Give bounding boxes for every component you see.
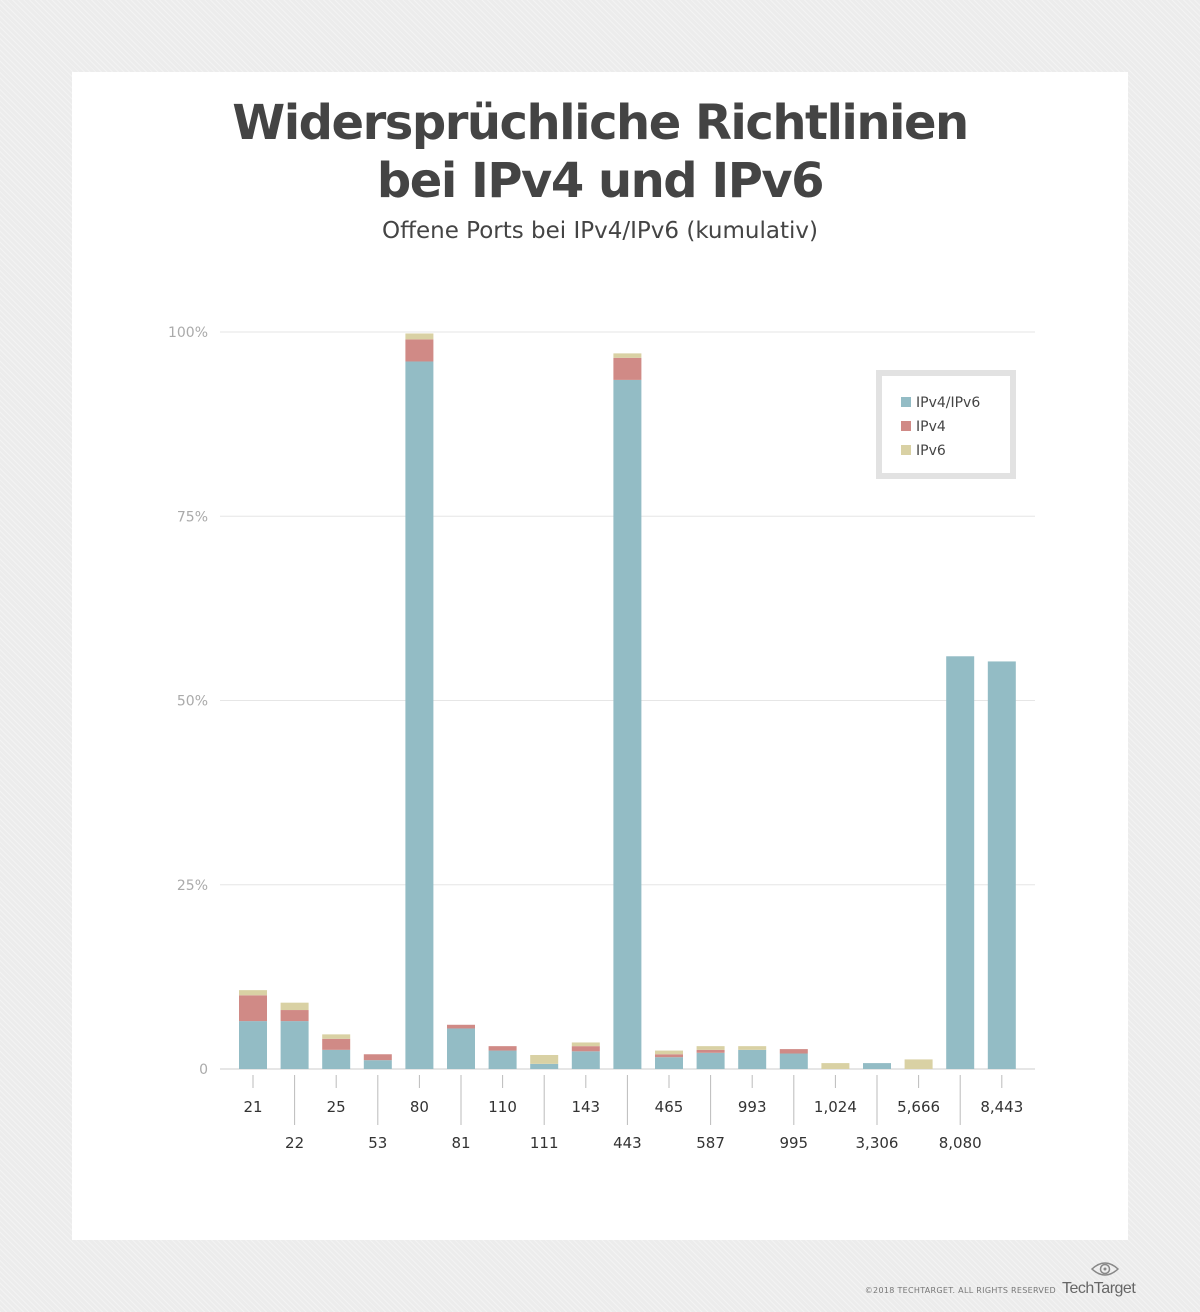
copyright-footer: ©2018 TECHTARGET. ALL RIGHTS RESERVED: [864, 1286, 1056, 1295]
x-tick-label: 111: [530, 1134, 559, 1152]
legend-label-ipv4: IPv4: [916, 419, 946, 435]
x-tick-label: 81: [451, 1134, 470, 1152]
bar-segment-ipv6-7: [530, 1054, 559, 1064]
x-tick-label: 8,443: [980, 1098, 1023, 1116]
y-tick-label: 0: [199, 1062, 208, 1078]
x-tick-label: 53: [368, 1134, 387, 1152]
bar-segment-ipv4ipv6-10: [655, 1057, 683, 1069]
x-tick-label: 443: [613, 1134, 642, 1152]
x-tick-label: 5,666: [897, 1098, 940, 1116]
bar-segment-ipv4-0: [239, 995, 267, 1022]
x-tick-label: 21: [243, 1098, 262, 1116]
bars: [239, 333, 1016, 1070]
legend-swatch-ipv6: [901, 445, 911, 455]
bar-segment-ipv4-3: [363, 1054, 392, 1061]
eye-logo-icon: [1090, 1262, 1120, 1276]
legend-swatch-ipv4: [901, 421, 911, 431]
bar-segment-ipv4ipv6-6: [488, 1050, 517, 1069]
bar-segment-ipv4ipv6-3: [363, 1060, 392, 1069]
bar-segment-ipv6-11: [696, 1046, 725, 1050]
x-tick-label: 25: [327, 1098, 346, 1116]
bar-segment-ipv4ipv6-17: [946, 656, 975, 1069]
bar-segment-ipv4ipv6-12: [738, 1049, 767, 1069]
bar-segment-ipv4ipv6-1: [280, 1021, 309, 1069]
x-tick-label: 3,306: [856, 1134, 899, 1152]
bar-segment-ipv4ipv6-15: [863, 1063, 891, 1069]
bar-segment-ipv6-12: [738, 1046, 767, 1050]
bar-segment-ipv6-1: [280, 1002, 309, 1011]
bar-segment-ipv4ipv6-4: [405, 361, 434, 1070]
bar-segment-ipv4ipv6-11: [696, 1052, 725, 1069]
legend-label-ipv4ipv6: IPv4/IPv6: [916, 395, 980, 411]
legend-swatch-ipv4ipv6: [901, 397, 911, 407]
legend-label-ipv6: IPv6: [916, 443, 946, 459]
bar-segment-ipv6-4: [405, 333, 434, 340]
bar-segment-ipv4ipv6-5: [447, 1028, 475, 1069]
chart-title: Widersprüchliche Richtlinien bei IPv4 un…: [0, 94, 1200, 210]
bar-segment-ipv4-9: [613, 357, 642, 380]
bar-segment-ipv4-1: [280, 1010, 309, 1022]
bar-segment-ipv4-2: [322, 1038, 351, 1050]
legend-frame: [876, 370, 1016, 479]
bar-segment-ipv4ipv6-7: [530, 1063, 559, 1069]
legend: IPv4/IPv6 IPv4 IPv6: [876, 370, 1016, 479]
brand-logo-text: TechTarget: [1062, 1280, 1136, 1297]
x-tick-label: 465: [655, 1098, 684, 1116]
legend-items: IPv4/IPv6 IPv4 IPv6: [901, 395, 980, 459]
bar-segment-ipv6-0: [239, 990, 267, 996]
bar-segment-ipv6-14: [821, 1063, 850, 1069]
bar-segment-ipv6-10: [655, 1050, 683, 1055]
x-tick-label: 8,080: [939, 1134, 982, 1152]
bar-segment-ipv4ipv6-0: [239, 1021, 267, 1069]
x-tick-label: 993: [738, 1098, 767, 1116]
bar-segment-ipv6-16: [904, 1059, 933, 1069]
bar-segment-ipv6-8: [571, 1042, 600, 1047]
x-tick-label: 587: [696, 1134, 725, 1152]
x-tick-label: 110: [488, 1098, 517, 1116]
bar-segment-ipv6-9: [613, 353, 642, 358]
bar-segment-ipv4-4: [405, 339, 434, 362]
x-tick-label: 143: [571, 1098, 600, 1116]
y-tick-label: 75%: [177, 509, 208, 525]
bar-segment-ipv4ipv6-2: [322, 1049, 351, 1069]
x-axis: 21 22 25 53 80 81 110 111 143 443 465 587 993 995 1,02…: [243, 1075, 1023, 1152]
bar-segment-ipv4-6: [488, 1046, 517, 1051]
bar-segment-ipv4ipv6-8: [571, 1051, 600, 1069]
x-tick-label: 80: [410, 1098, 429, 1116]
y-tick-label: 100%: [168, 325, 208, 341]
bar-segment-ipv4-10: [655, 1054, 683, 1058]
chart-subtitle: Offene Ports bei IPv4/IPv6 (kumulativ): [382, 218, 818, 244]
x-tick-label: 1,024: [814, 1098, 857, 1116]
bar-segment-ipv4-8: [571, 1046, 600, 1052]
y-tick-label: 25%: [177, 878, 208, 894]
bar-segment-ipv4ipv6-9: [613, 379, 642, 1069]
bar-segment-ipv4ipv6-18: [987, 661, 1016, 1069]
x-tick-label: 995: [779, 1134, 808, 1152]
x-tick-label: 22: [285, 1134, 304, 1152]
bar-segment-ipv6-2: [322, 1034, 351, 1039]
bar-segment-ipv4-13: [779, 1049, 808, 1054]
y-tick-label: 50%: [177, 694, 208, 710]
bar-segment-ipv4ipv6-13: [779, 1053, 808, 1069]
title-line-2: bei IPv4 und IPv6: [376, 153, 825, 209]
title-line-1: Widersprüchliche Richtlinien: [232, 95, 969, 151]
bar-segment-ipv4-5: [447, 1024, 475, 1029]
bar-segment-ipv4-11: [696, 1049, 725, 1053]
